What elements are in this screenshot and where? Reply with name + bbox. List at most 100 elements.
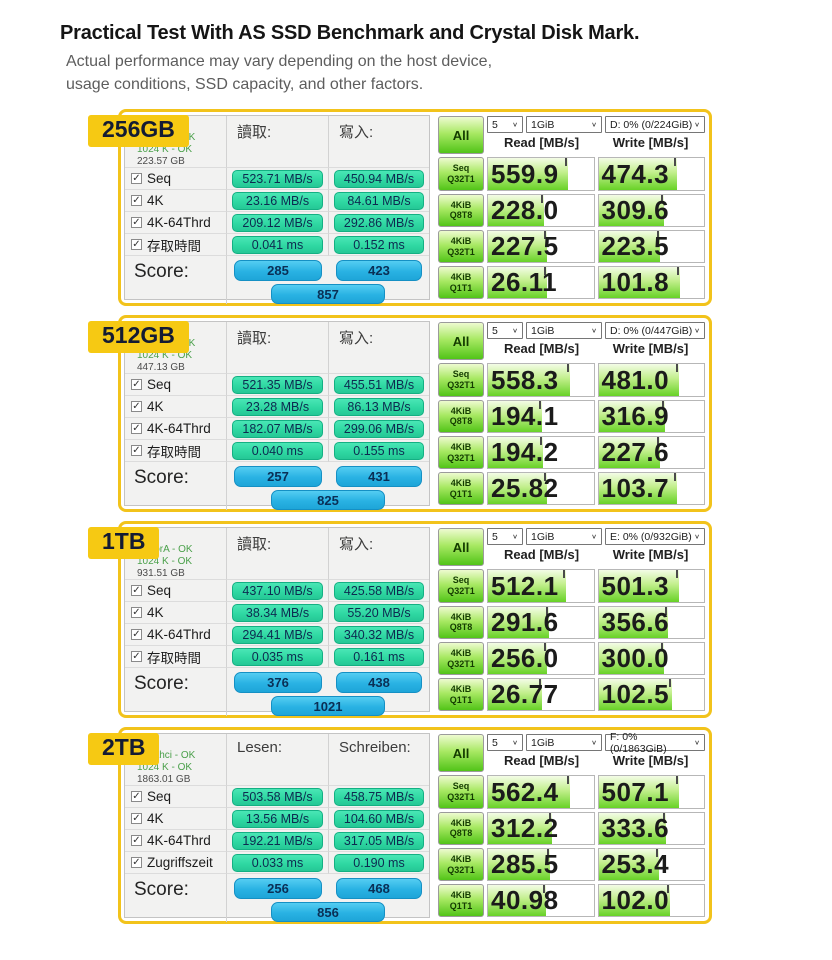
cdm-test-button-line2: Q32T1: [447, 586, 475, 597]
runs-select[interactable]: 5 ∨: [487, 322, 523, 340]
test-label-text: 4K-64Thrd: [147, 833, 211, 849]
runs-value: 5: [492, 324, 498, 337]
drive-select[interactable]: D: 0% (0/224GiB) ∨: [605, 116, 705, 134]
cdm-read-cell: 285.5: [487, 847, 595, 882]
checkbox-icon[interactable]: ✓: [131, 423, 142, 435]
cdm-test-button-line2: Q32T1: [447, 380, 475, 391]
cdm-read-value: 40.98: [491, 885, 559, 916]
max-tick: [538, 679, 541, 688]
cdm-top-bar: 5 ∨ 1GiB ∨ F: 0% (0/1863GiB) ∨ Read [MB/…: [487, 731, 705, 772]
cdm-write-header: Write [MB/s]: [612, 547, 689, 563]
cdm-test-button-4kib-q8t8[interactable]: 4KiB Q8T8: [438, 399, 484, 433]
chevron-down-icon: ∨: [591, 739, 597, 747]
cdm-test-button-4kib-q1t1[interactable]: 4KiB Q1T1: [438, 472, 484, 506]
checkbox-icon[interactable]: ✓: [131, 629, 142, 641]
test-label-text: 4K-64Thrd: [147, 421, 211, 437]
checkbox-icon[interactable]: ✓: [131, 651, 142, 663]
write-value-pill: 0.161 ms: [334, 647, 424, 666]
bar-fill: [488, 364, 571, 396]
all-button[interactable]: All: [438, 116, 484, 155]
cdm-test-button-4kib-q1t1[interactable]: 4KiB Q1T1: [438, 678, 484, 712]
cdm-test-button-seq-q32t1[interactable]: Seq Q32T1: [438, 157, 484, 191]
drive-select[interactable]: D: 0% (0/447GiB) ∨: [605, 322, 705, 340]
cdm-test-button-seq-q32t1[interactable]: Seq Q32T1: [438, 775, 484, 809]
score-label: Score:: [125, 668, 227, 717]
checkbox-icon[interactable]: ✓: [131, 791, 142, 803]
all-button[interactable]: All: [438, 734, 484, 773]
cdm-test-button-line1: 4KiB: [450, 235, 472, 246]
read-value-pill: 182.07 MB/s: [232, 419, 323, 438]
checkbox-icon[interactable]: ✓: [131, 835, 142, 847]
cdm-test-button-4kib-q32t1[interactable]: 4KiB Q32T1: [438, 435, 484, 470]
read-value-pill: 0.035 ms: [232, 647, 323, 666]
test-size-select[interactable]: 1GiB ∨: [526, 322, 602, 340]
runs-select[interactable]: 5 ∨: [487, 116, 523, 134]
cdm-read-cell: 558.3: [487, 363, 595, 397]
drive-select[interactable]: E: 0% (0/932GiB) ∨: [605, 528, 705, 546]
cdm-test-button-4kib-q32t1[interactable]: 4KiB Q32T1: [438, 641, 484, 676]
read-column-header: 讀取:: [227, 116, 329, 169]
runs-select[interactable]: 5 ∨: [487, 734, 523, 752]
cdm-test-button-4kib-q8t8[interactable]: 4KiB Q8T8: [438, 193, 484, 227]
checkbox-icon[interactable]: ✓: [131, 401, 142, 413]
cdm-test-button-seq-q32t1[interactable]: Seq Q32T1: [438, 363, 484, 397]
runs-value: 5: [492, 118, 498, 131]
checkbox-icon[interactable]: ✓: [131, 857, 142, 869]
score-section: Score: 256 468 856: [125, 874, 429, 923]
cdm-write-cell: 102.5: [597, 678, 705, 712]
bar-fill: [598, 642, 664, 675]
bar-fill: [598, 679, 673, 711]
max-tick: [543, 885, 546, 894]
checkbox-icon[interactable]: ✓: [131, 813, 142, 825]
max-tick: [565, 158, 568, 167]
cdm-write-cell: 101.8: [597, 266, 705, 300]
bar-fill: [488, 194, 544, 226]
cdm-read-value: 291.6: [491, 606, 559, 637]
test-label-text: 存取時間: [147, 444, 201, 460]
checkbox-icon[interactable]: ✓: [131, 445, 142, 457]
test-row-label: ✓ 存取時間: [125, 234, 227, 257]
cdm-test-button-4kib-q1t1[interactable]: 4KiB Q1T1: [438, 266, 484, 300]
cdm-top-bar: 5 ∨ 1GiB ∨ D: 0% (0/224GiB) ∨ Read [MB/s…: [487, 116, 705, 154]
checkbox-icon[interactable]: ✓: [131, 585, 142, 597]
cdm-read-value: 25.82: [491, 473, 559, 504]
checkbox-icon[interactable]: ✓: [131, 195, 142, 207]
score-total-pill: 856: [271, 902, 385, 923]
cdm-test-button-4kib-q8t8[interactable]: 4KiB Q8T8: [438, 605, 484, 639]
drive-select[interactable]: F: 0% (0/1863GiB) ∨: [605, 731, 705, 755]
cdm-test-button-line1: Seq: [452, 369, 470, 380]
checkbox-icon[interactable]: ✓: [131, 173, 142, 185]
cdm-test-button-4kib-q32t1[interactable]: 4KiB Q32T1: [438, 847, 484, 882]
test-size-select[interactable]: 1GiB ∨: [526, 528, 602, 546]
all-button[interactable]: All: [438, 322, 484, 361]
test-label-text: Seq: [147, 583, 172, 599]
drive-value: F: 0% (0/1863GiB): [610, 730, 667, 755]
read-column-header: 讀取:: [227, 322, 329, 375]
cdm-test-button-4kib-q1t1[interactable]: 4KiB Q1T1: [438, 884, 484, 918]
read-value-pill: 523.71 MB/s: [232, 169, 323, 188]
bar-fill: [488, 230, 548, 263]
alignment-status-line: 1024 K - OK: [137, 350, 193, 362]
cdm-read-cell: 227.5: [487, 229, 595, 264]
test-size-select[interactable]: 1GiB ∨: [526, 734, 602, 752]
cdm-test-button-4kib-q32t1[interactable]: 4KiB Q32T1: [438, 229, 484, 264]
checkbox-icon[interactable]: ✓: [131, 217, 142, 229]
cdm-write-header: Write [MB/s]: [612, 753, 689, 769]
cdm-read-header: Read [MB/s]: [503, 135, 580, 151]
write-value-pill: 55.20 MB/s: [334, 603, 424, 622]
cdm-write-value: 474.3: [601, 158, 670, 189]
score-write-pill: 431: [336, 466, 422, 488]
cdm-test-button-4kib-q8t8[interactable]: 4KiB Q8T8: [438, 811, 484, 845]
max-tick: [675, 776, 678, 785]
score-read-pill: 285: [234, 260, 322, 282]
runs-select[interactable]: 5 ∨: [487, 528, 523, 546]
benchmark-row: 256GB storahci - OK 1024 K - OK 223.57 G…: [88, 109, 712, 307]
checkbox-icon[interactable]: ✓: [131, 379, 142, 391]
cdm-test-button-seq-q32t1[interactable]: Seq Q32T1: [438, 569, 484, 603]
checkbox-icon[interactable]: ✓: [131, 607, 142, 619]
cdm-read-cell: 312.2: [487, 811, 595, 845]
test-size-select[interactable]: 1GiB ∨: [526, 116, 602, 134]
checkbox-icon[interactable]: ✓: [131, 239, 142, 251]
bar-fill: [488, 885, 547, 917]
all-button[interactable]: All: [438, 528, 484, 567]
